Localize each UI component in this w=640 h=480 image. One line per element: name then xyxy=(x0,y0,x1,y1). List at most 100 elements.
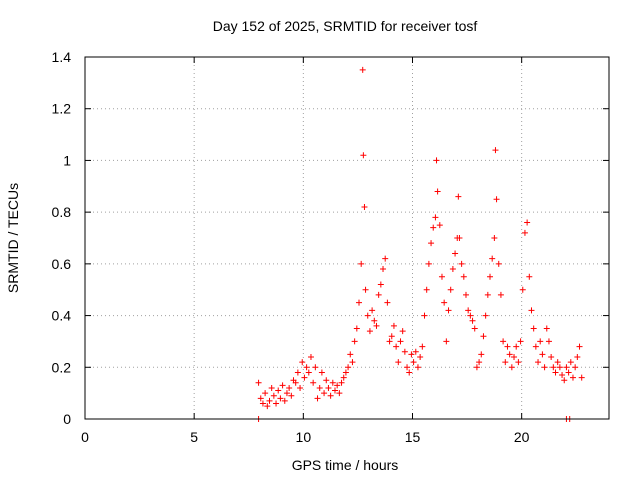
data-point xyxy=(338,379,345,386)
data-point xyxy=(412,348,419,355)
data-point xyxy=(399,328,406,335)
data-point xyxy=(515,359,522,366)
data-point xyxy=(327,392,334,399)
data-point xyxy=(554,359,561,366)
data-point xyxy=(572,364,579,371)
data-point xyxy=(467,312,474,319)
data-point xyxy=(443,338,450,345)
data-point xyxy=(340,374,347,381)
data-point xyxy=(277,395,284,402)
data-point xyxy=(408,351,415,358)
x-tick-label: 5 xyxy=(190,429,198,445)
data-point xyxy=(535,359,542,366)
data-point xyxy=(264,403,271,410)
data-point xyxy=(307,353,314,360)
data-point xyxy=(353,325,360,332)
data-point xyxy=(366,328,373,335)
data-point xyxy=(257,395,264,402)
data-point xyxy=(316,384,323,391)
data-point xyxy=(388,333,395,340)
grid-lines xyxy=(85,57,609,419)
data-point xyxy=(548,353,555,360)
data-point xyxy=(423,286,430,293)
data-point xyxy=(478,351,485,358)
data-point xyxy=(369,307,376,314)
y-axis-label: SRMTID / TECUs xyxy=(5,183,21,293)
data-point xyxy=(491,235,498,241)
data-point xyxy=(331,387,338,394)
data-point xyxy=(421,312,428,319)
data-point xyxy=(565,369,572,376)
data-point xyxy=(406,369,413,376)
data-point xyxy=(286,384,293,391)
data-point xyxy=(283,390,290,397)
data-point xyxy=(543,325,550,332)
data-point xyxy=(425,260,432,267)
data-point xyxy=(273,400,280,407)
data-point xyxy=(430,224,437,231)
data-point xyxy=(297,384,304,391)
data-point xyxy=(513,343,520,350)
data-point xyxy=(386,338,393,345)
data-point xyxy=(552,369,559,376)
data-point xyxy=(462,291,469,298)
data-point xyxy=(489,255,496,262)
data-point xyxy=(393,343,400,350)
data-point xyxy=(517,338,524,345)
data-point xyxy=(356,299,363,306)
data-point xyxy=(321,390,328,397)
data-point xyxy=(259,400,266,407)
data-point xyxy=(432,214,439,221)
data-point xyxy=(484,291,491,298)
data-point xyxy=(270,392,277,399)
data-point xyxy=(473,364,480,371)
data-point xyxy=(262,390,269,397)
data-point xyxy=(537,338,544,345)
data-point xyxy=(314,395,321,402)
x-axis-label: GPS time / hours xyxy=(292,457,399,473)
data-point xyxy=(541,364,548,371)
data-point xyxy=(266,397,273,404)
data-point xyxy=(559,372,566,379)
y-tick-label: 0.2 xyxy=(52,359,72,375)
data-point xyxy=(452,250,459,257)
data-point xyxy=(545,338,552,345)
y-tick-label: 0.4 xyxy=(52,308,72,324)
data-point xyxy=(497,291,504,298)
data-point xyxy=(508,364,515,371)
data-point xyxy=(362,286,369,293)
data-point xyxy=(433,157,440,164)
data-point xyxy=(539,351,546,358)
y-tick-label: 0.6 xyxy=(52,256,72,272)
data-point xyxy=(312,364,319,371)
y-tick-label: 0 xyxy=(63,411,71,427)
data-point xyxy=(561,377,568,384)
data-point xyxy=(528,307,535,314)
data-point xyxy=(303,364,310,371)
data-point xyxy=(358,260,365,267)
data-point xyxy=(384,299,391,306)
data-point xyxy=(526,273,533,280)
data-point xyxy=(476,359,483,366)
data-point xyxy=(465,307,472,314)
data-point xyxy=(550,364,557,371)
data-point xyxy=(556,364,563,371)
data-point xyxy=(294,369,301,376)
x-tick-label: 0 xyxy=(81,429,89,445)
data-point xyxy=(347,351,354,358)
y-tick-label: 1 xyxy=(63,152,71,168)
data-point xyxy=(414,364,421,371)
data-point xyxy=(458,260,465,267)
data-point xyxy=(456,235,463,241)
data-point xyxy=(361,203,368,210)
data-point xyxy=(428,240,435,247)
data-point xyxy=(434,188,441,195)
data-point xyxy=(349,359,356,366)
data-point xyxy=(255,379,262,386)
data-point xyxy=(500,338,507,345)
data-point xyxy=(279,382,286,389)
y-tick-label: 1.4 xyxy=(52,49,72,65)
data-point xyxy=(288,392,295,399)
